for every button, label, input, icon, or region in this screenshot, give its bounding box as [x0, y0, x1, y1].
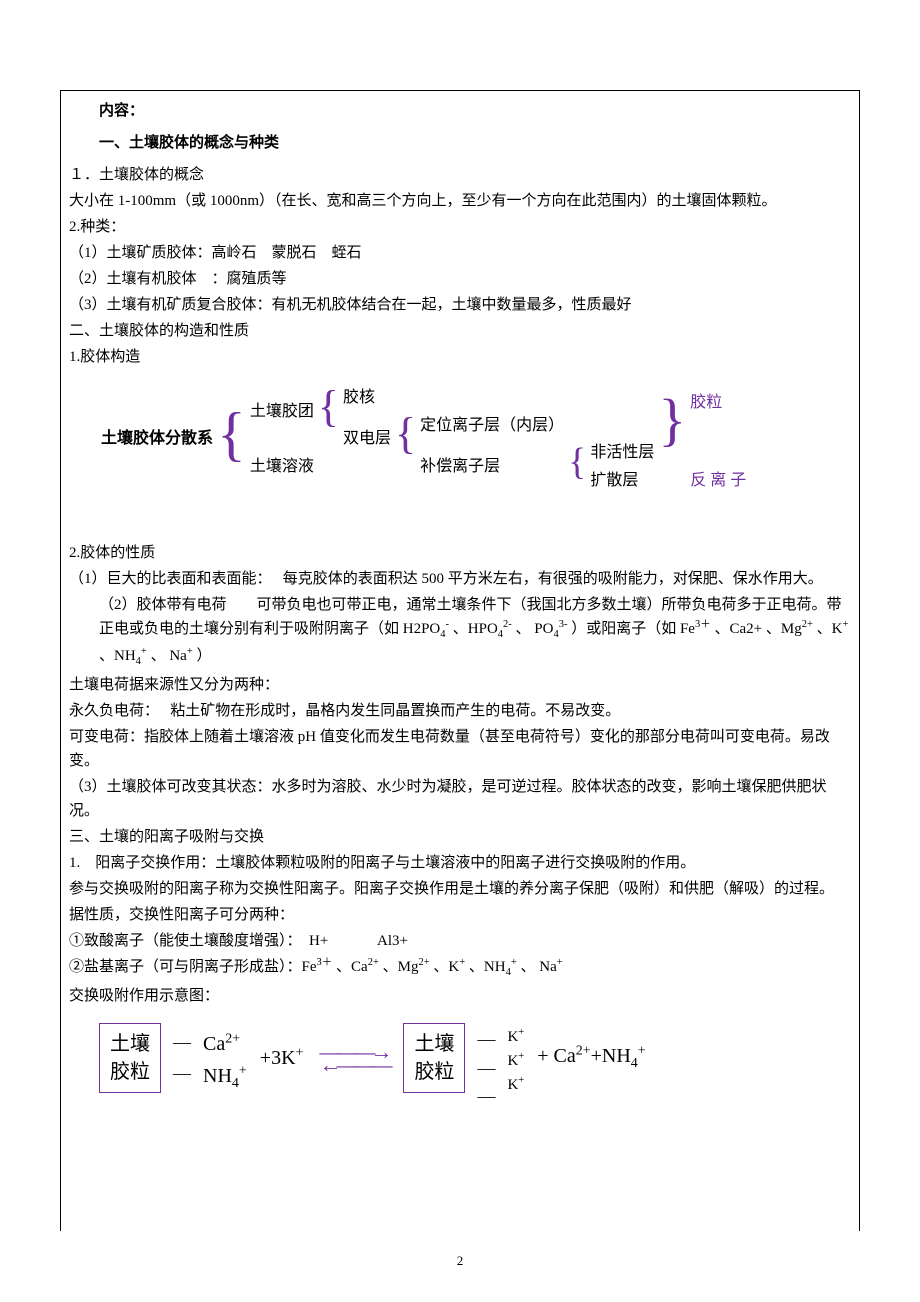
type-2: （2）土壤有机胶体 ：腐殖质等	[69, 267, 853, 291]
charge-source-heading: 土壤电荷据来源性又分为两种：	[69, 673, 853, 697]
tree-node-kuosan: 扩散层	[588, 467, 656, 495]
permanent-charge: 永久负电荷： 粘土矿物在形成时，晶格内发生同晶置换而产生的电荷。不易改变。	[69, 699, 853, 723]
properties-heading: 2.胶体的性质	[69, 541, 853, 565]
tree-node-jiaotuan: 土壤胶团	[248, 384, 316, 439]
concept-text: 大小在 1-100mm（或 1000nm）（在长、宽和高三个方向上，至少有一个方…	[69, 189, 853, 213]
exchange-def: 1. 阳离子交换作用：土壤胶体颗粒吸附的阳离子与土壤溶液中的阳离子进行交换吸附的…	[69, 851, 853, 875]
content-frame: 内容： 一、土壤胶体的概念与种类 １．土壤胶体的概念 大小在 1-100mm（或…	[60, 90, 860, 1231]
plus-3k: +3K+	[255, 1042, 304, 1074]
exchange-types-heading: 据性质，交换性阳离子可分两种：	[69, 903, 853, 927]
tree-node-dingwei: 定位离子层（内层）	[418, 412, 566, 440]
soil-particle-box-left: 土壤 胶粒	[99, 1023, 161, 1093]
soil-particle-box-right: 土壤 胶粒	[403, 1023, 465, 1093]
content-heading: 内容：	[99, 99, 853, 123]
type-3: （3）土壤有机矿质复合胶体：有机无机胶体结合在一起，土壤中数量最多，性质最好	[69, 293, 853, 317]
structure-heading: 1.胶体构造	[69, 345, 853, 369]
variable-charge: 可变电荷：指胶体上随着土壤溶液 pH 值变化而发生电荷数量（甚至电荷符号）变化的…	[69, 725, 853, 773]
concept-heading: １．土壤胶体的概念	[69, 163, 853, 187]
property-2: （2）胶体带有电荷 可带负电也可带正电，通常土壤条件下（我国北方多数土壤）所带负…	[99, 593, 853, 671]
page-number: 2	[0, 1251, 920, 1272]
exchange-explain: 参与交换吸附的阳离子称为交换性阳离子。阳离子交换作用是土壤的养分离子保肥（吸附）…	[69, 877, 853, 901]
diagram-label: 交换吸附作用示意图：	[69, 984, 853, 1008]
tree-node-double-layer: 双电层	[341, 412, 393, 467]
page: 内容： 一、土壤胶体的概念与种类 １．土壤胶体的概念 大小在 1-100mm（或…	[0, 0, 920, 1302]
right-products: + Ca2++NH4+	[532, 1040, 645, 1075]
section-2-title: 二、土壤胶体的构造和性质	[69, 319, 853, 343]
tree-node-jiaohe: 胶核	[341, 384, 393, 412]
section-1-title: 一、土壤胶体的概念与种类	[99, 131, 853, 155]
section-3-title: 三、土壤的阳离子吸附与交换	[69, 825, 853, 849]
colloid-tree-diagram: 土壤胶体分散系 { 土壤胶团 { 胶核 } 胶粒 双电层 { 定位离子层（内层）	[99, 384, 853, 494]
tree-node-buchang: 补偿离子层	[418, 439, 566, 494]
exchange-reaction-diagram: 土壤 胶粒 —— Ca2+ NH4+ +3K+ ———→ ←———	[99, 1023, 853, 1093]
dash-icon: ———	[477, 1025, 495, 1091]
tree-node-rongye: 土壤溶液	[248, 439, 316, 494]
property-3: （3）土壤胶体可改变其状态：水多时为溶胶、水少时为凝胶，是可逆过程。胶体状态的改…	[69, 775, 853, 823]
tree-node-feihuoxing: 非活性层	[588, 439, 656, 467]
tree-right-fanlizi: 反 离 子	[688, 467, 748, 495]
equilibrium-arrows-icon: ———→ ←———	[319, 1045, 387, 1071]
left-ions: Ca2+ NH4+	[203, 1028, 247, 1088]
tree-right-jiaoli: 胶粒	[688, 384, 748, 467]
property-1: （1）巨大的比表面和表面能： 每克胶体的表面积达 500 平方米左右，有很强的吸…	[69, 567, 853, 591]
right-k-ions: K+ K+ K+	[507, 1025, 524, 1091]
base-ions: ②盐基离子（可与阴离子形成盐）：Fe3＋ 、Ca2+ 、Mg2+ 、K+ 、NH…	[69, 955, 853, 982]
types-heading: 2.种类：	[69, 215, 853, 239]
acid-ions: ①致酸离子（能使土壤酸度增强）： H+ Al3+	[69, 929, 853, 953]
tree-root: 土壤胶体分散系	[99, 384, 215, 494]
dash-icon: ——	[173, 1027, 191, 1089]
type-1: （1）土壤矿质胶体：高岭石 蒙脱石 蛭石	[69, 241, 853, 265]
